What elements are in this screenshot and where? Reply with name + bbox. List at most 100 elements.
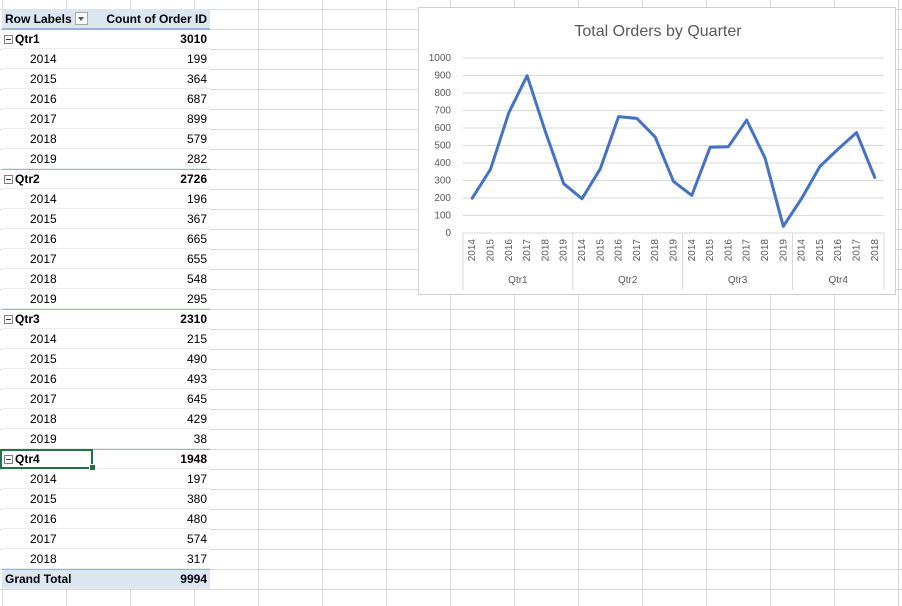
chart-title[interactable]: Total Orders by Quarter (574, 23, 742, 40)
item-label: 2016 (30, 231, 57, 246)
item-value: 197 (186, 471, 207, 486)
group-total-value: 1948 (180, 452, 207, 466)
group-label: Qtr3 (2, 312, 94, 326)
pivot-item-row[interactable]: 2014 197 (2, 469, 210, 489)
item-value: 429 (186, 411, 207, 426)
pivot-group-row[interactable]: Qtr2 2726 (2, 169, 210, 189)
item-value: 490 (186, 351, 207, 366)
collapse-icon[interactable] (4, 174, 13, 184)
collapse-icon[interactable] (4, 34, 13, 44)
pivot-item-row[interactable]: 2018 579 (2, 129, 210, 149)
pivot-group-row[interactable]: Qtr1 3010 (2, 29, 210, 49)
x-group-label: Qtr3 (728, 275, 748, 286)
group-label-text: Qtr1 (15, 32, 40, 46)
x-tick-label: 2017 (852, 239, 863, 262)
pivot-item-row[interactable]: 2019 282 (2, 149, 210, 169)
x-tick-label: 2014 (797, 239, 808, 262)
pivot-item-row[interactable]: 2017 655 (2, 249, 210, 269)
pivot-item-row[interactable]: 2016 493 (2, 369, 210, 389)
item-value: 367 (186, 211, 207, 226)
group-label-text: Qtr3 (15, 312, 40, 326)
pivot-item-row[interactable]: 2017 899 (2, 109, 210, 129)
x-tick-label: 2017 (522, 239, 533, 262)
pivot-group-row[interactable]: Qtr4 1948 (0, 449, 210, 471)
pivot-item-row[interactable]: 2018 317 (2, 549, 210, 569)
item-label: 2016 (30, 511, 57, 526)
item-label: 2019 (30, 151, 57, 166)
item-value: 579 (186, 131, 207, 146)
pivot-header-row: Row Labels Count of Order ID (2, 9, 210, 29)
item-value: 38 (193, 431, 207, 446)
x-tick-label: 2018 (650, 239, 661, 262)
series-line[interactable] (470, 74, 877, 228)
x-tick-label: 2017 (632, 239, 643, 262)
x-group-label: Qtr2 (618, 275, 638, 286)
item-label: 2015 (30, 491, 57, 506)
pivot-item-row[interactable]: 2016 480 (2, 509, 210, 529)
group-label: Qtr1 (2, 32, 94, 46)
x-group-label: Qtr4 (829, 275, 849, 286)
pivot-item-row[interactable]: 2017 574 (2, 529, 210, 549)
grand-total-row[interactable]: Grand Total 9994 (2, 569, 210, 589)
item-label: 2019 (30, 431, 57, 446)
item-label: 2015 (30, 71, 57, 86)
group-label: Qtr2 (2, 172, 94, 186)
pivot-item-row[interactable]: 2019 38 (2, 429, 210, 449)
pivot-item-row[interactable]: 2016 687 (2, 89, 210, 109)
pivot-item-row[interactable]: 2018 429 (2, 409, 210, 429)
x-tick-label: 2019 (778, 239, 789, 262)
pivot-item-row[interactable]: 2015 380 (2, 489, 210, 509)
line-chart[interactable]: Total Orders by Quarter 0 100 200 300 400 500… (418, 7, 896, 295)
row-labels-text: Row Labels (5, 11, 72, 26)
y-tick-label: 700 (434, 106, 451, 117)
x-tick-label: 2019 (669, 239, 680, 262)
item-label: 2017 (30, 111, 57, 126)
item-label: 2017 (30, 391, 57, 406)
pivot-item-row[interactable]: 2017 645 (2, 389, 210, 409)
pivot-item-row[interactable]: 2016 665 (2, 229, 210, 249)
x-tick-label: 2016 (833, 239, 844, 262)
item-label: 2014 (30, 331, 57, 346)
pivot-item-row[interactable]: 2014 196 (2, 189, 210, 209)
pivot-item-row[interactable]: 2015 367 (2, 209, 210, 229)
collapse-icon[interactable] (4, 314, 13, 324)
pivot-item-row[interactable]: 2015 364 (2, 69, 210, 89)
item-value: 899 (186, 111, 207, 126)
item-value: 665 (186, 231, 207, 246)
row-labels-header[interactable]: Row Labels (2, 12, 94, 26)
x-tick-label: 2015 (705, 239, 716, 262)
item-value: 380 (186, 491, 207, 506)
pivot-item-row[interactable]: 2014 199 (2, 49, 210, 69)
item-value: 364 (186, 71, 207, 86)
x-tick-label: 2016 (504, 239, 515, 262)
group-total-value: 3010 (180, 32, 207, 46)
y-tick-label: 600 (434, 123, 451, 134)
item-label: 2015 (30, 351, 57, 366)
pivot-item-row[interactable]: 2014 215 (2, 329, 210, 349)
x-tick-label: 2017 (742, 239, 753, 262)
item-label: 2018 (30, 131, 57, 146)
group-label-text: Qtr2 (15, 172, 40, 186)
pivot-item-row[interactable]: 2015 490 (2, 349, 210, 369)
collapse-icon[interactable] (4, 454, 13, 464)
value-field-header[interactable]: Count of Order ID (106, 11, 207, 26)
item-value: 196 (186, 191, 207, 206)
group-label-text: Qtr4 (15, 452, 40, 466)
item-label: 2017 (30, 251, 57, 266)
x-tick-label: 2018 (870, 239, 881, 262)
item-label: 2018 (30, 411, 57, 426)
group-label: Qtr4 (2, 452, 94, 466)
filter-dropdown-icon[interactable] (74, 12, 88, 25)
pivot-group-row[interactable]: Qtr3 2310 (2, 309, 210, 329)
x-tick-label: 2016 (723, 239, 734, 262)
group-total-value: 2726 (180, 172, 207, 186)
item-label: 2015 (30, 211, 57, 226)
item-value: 295 (186, 291, 207, 306)
pivot-item-row[interactable]: 2019 295 (2, 289, 210, 309)
item-value: 548 (186, 271, 207, 286)
y-tick-label: 900 (434, 71, 451, 82)
pivot-item-row[interactable]: 2018 548 (2, 269, 210, 289)
group-total-value: 2310 (180, 312, 207, 326)
y-tick-label: 400 (434, 158, 451, 169)
x-tick-label: 2019 (559, 239, 570, 262)
